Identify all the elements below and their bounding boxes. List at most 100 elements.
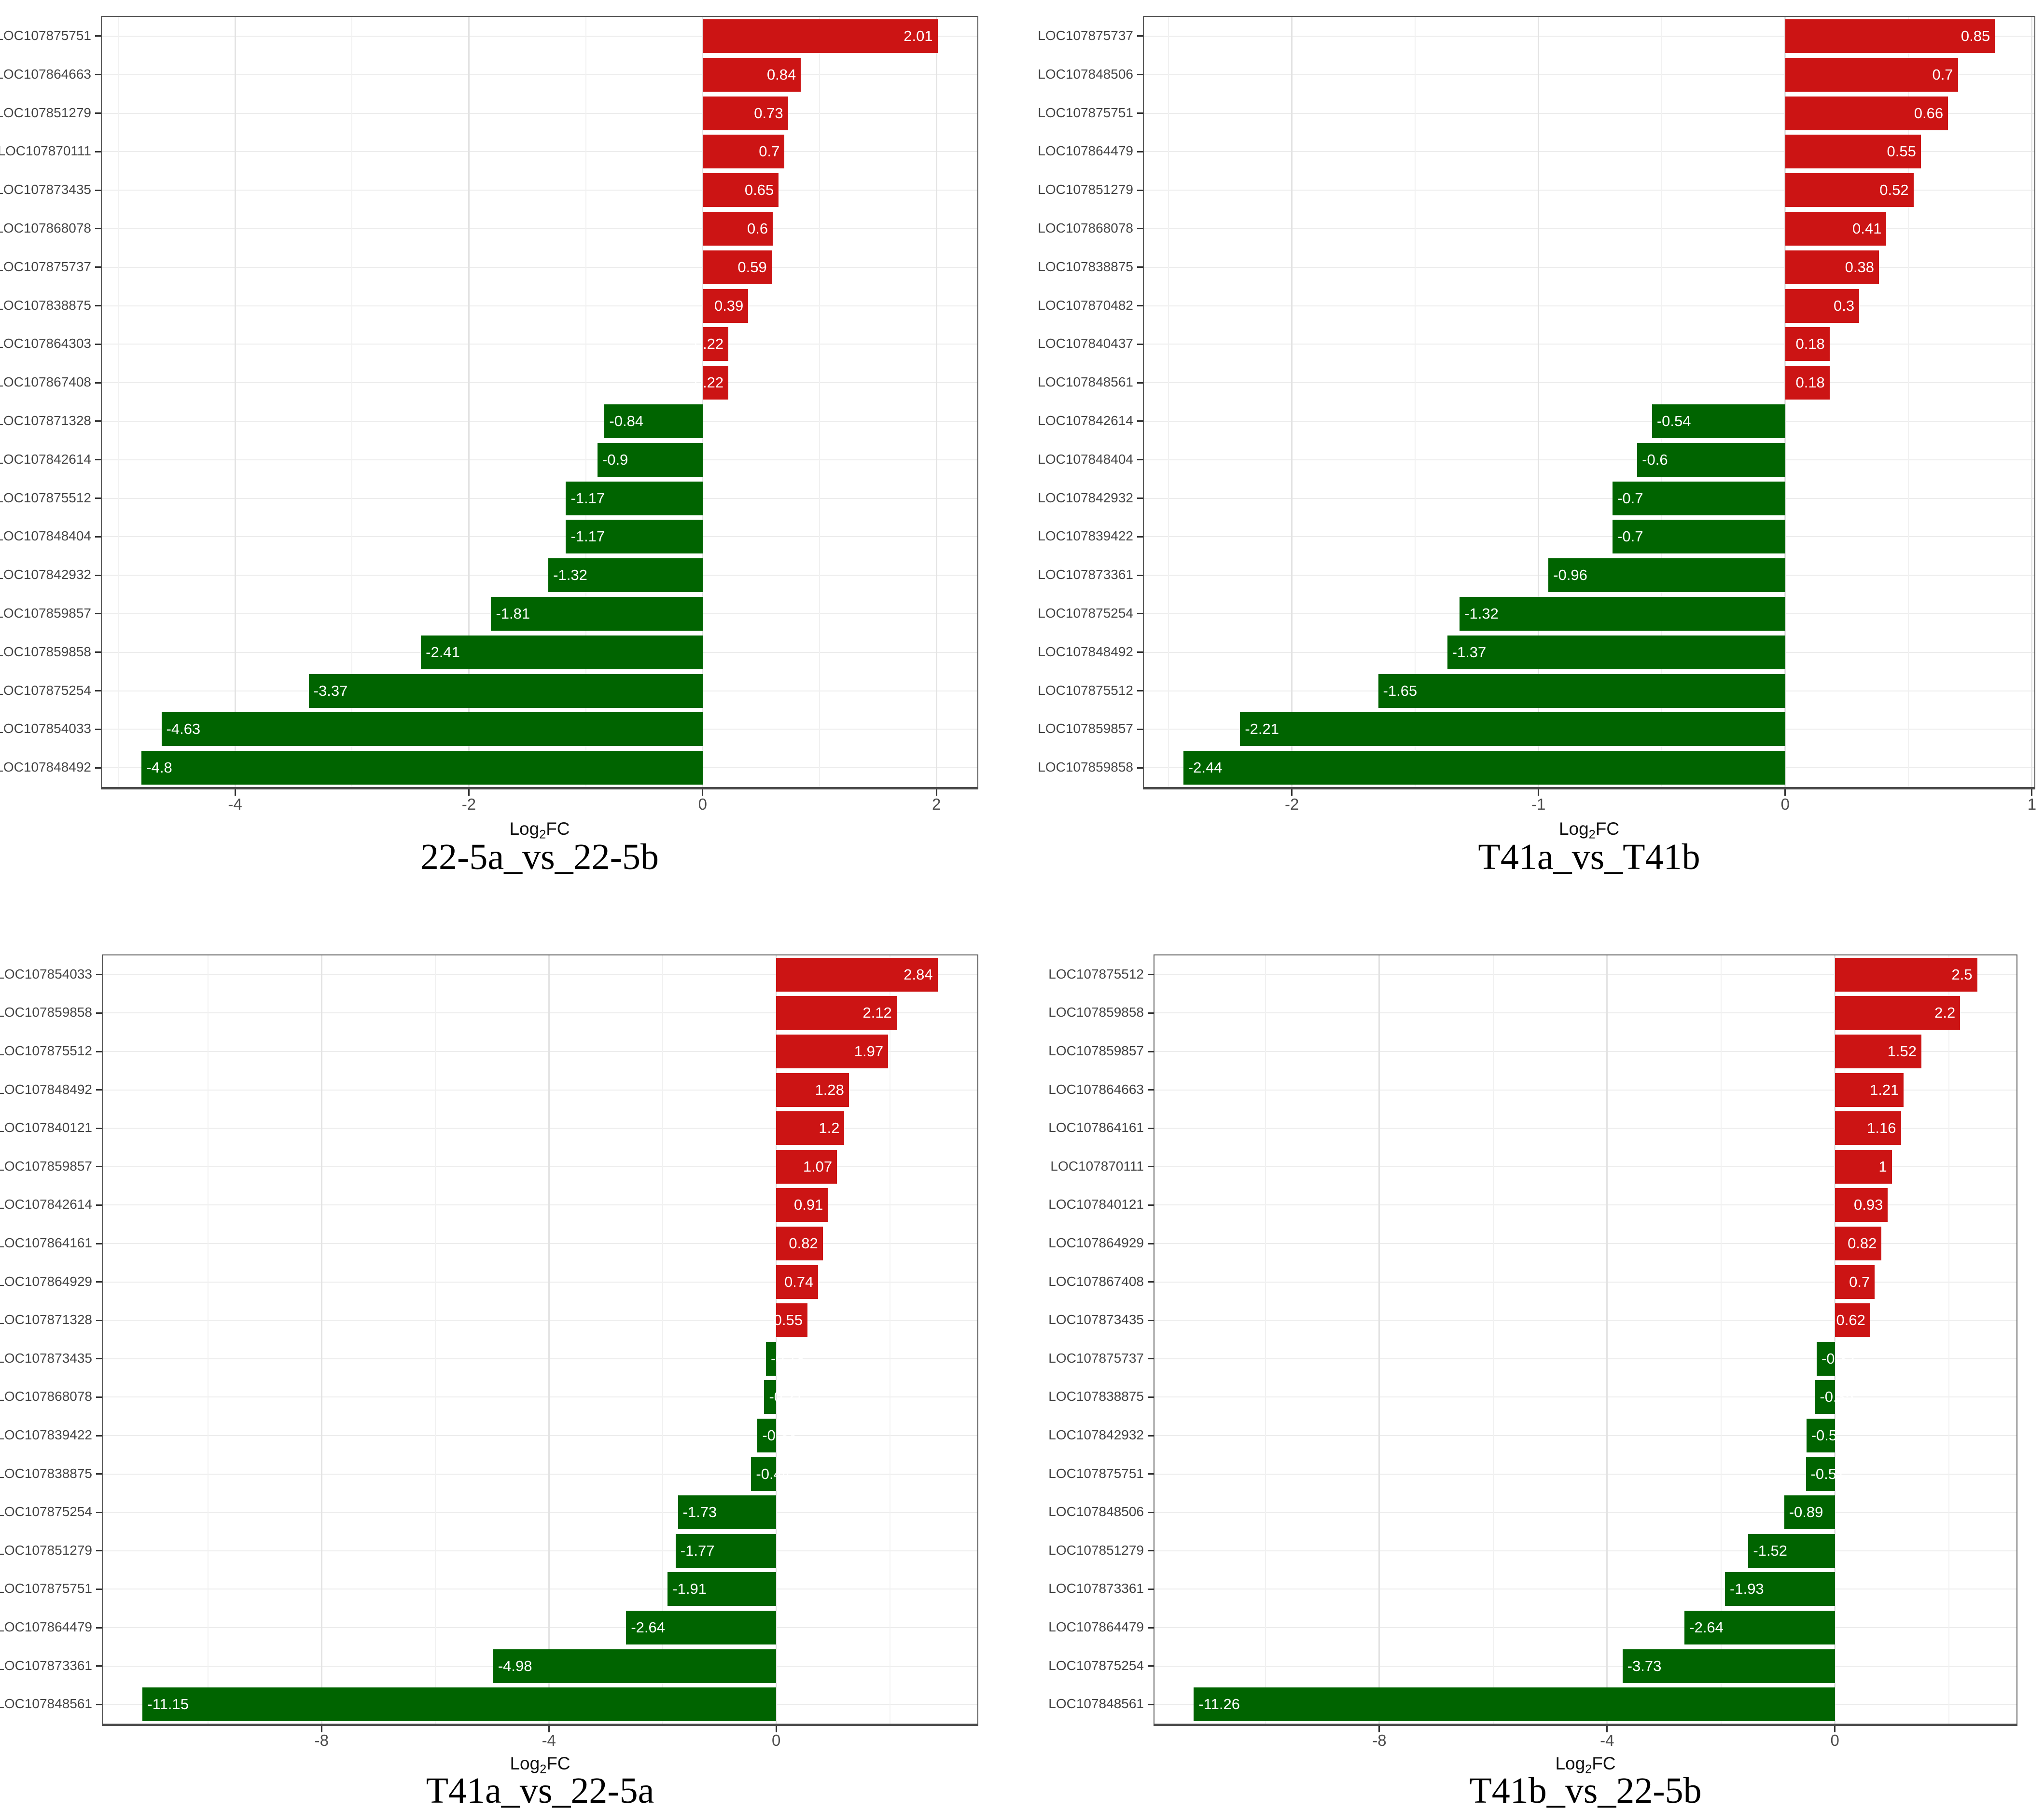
y-tick-mark bbox=[1137, 228, 1143, 230]
x-axis-line bbox=[101, 787, 978, 789]
gridline-horizontal bbox=[1144, 536, 2034, 538]
bar bbox=[667, 1572, 777, 1606]
bar bbox=[1785, 173, 1914, 207]
y-tick-mark bbox=[1148, 1703, 1154, 1705]
gridline-vertical-minor bbox=[207, 955, 209, 1724]
bar-value-label: 0.22 bbox=[694, 374, 724, 391]
bar-value-label: 1.07 bbox=[803, 1158, 833, 1175]
gridline-horizontal bbox=[102, 74, 977, 75]
bar-value-label: 0.38 bbox=[1845, 258, 1875, 276]
category-label: LOC107842932 bbox=[0, 567, 91, 582]
bar-value-label: -2.41 bbox=[426, 643, 460, 661]
y-tick-mark bbox=[1148, 1319, 1154, 1321]
gridline-horizontal bbox=[103, 1358, 977, 1359]
bar bbox=[1835, 1111, 1901, 1146]
gridline-vertical-minor bbox=[434, 955, 436, 1724]
category-label: LOC107871328 bbox=[0, 1312, 92, 1327]
gridline-horizontal bbox=[102, 151, 977, 152]
category-label: LOC107859857 bbox=[0, 605, 91, 621]
bar bbox=[1835, 1188, 1888, 1222]
bar-value-label: 0.85 bbox=[1961, 27, 1990, 44]
gridline-horizontal bbox=[1144, 305, 2034, 306]
gridline-horizontal bbox=[1154, 1089, 2016, 1091]
bar-value-label: 0.6 bbox=[747, 220, 768, 237]
x-tick-mark bbox=[775, 1726, 777, 1732]
y-tick-mark bbox=[1137, 767, 1143, 769]
bar-value-label: -1.17 bbox=[570, 489, 605, 507]
category-label: LOC107859857 bbox=[1038, 721, 1133, 736]
category-label: LOC107859857 bbox=[0, 1158, 92, 1174]
y-tick-mark bbox=[96, 1473, 102, 1475]
bar bbox=[1378, 674, 1785, 708]
y-tick-mark bbox=[96, 974, 102, 976]
bar bbox=[1725, 1572, 1835, 1606]
gridline-horizontal bbox=[102, 382, 977, 384]
bar bbox=[141, 751, 703, 785]
y-tick-mark bbox=[96, 1281, 102, 1283]
x-tick-label: 0 bbox=[1780, 795, 1790, 813]
bar-value-label: 0.22 bbox=[694, 335, 724, 353]
x-tick-mark bbox=[1291, 789, 1293, 796]
bar-value-label: -1.32 bbox=[1464, 605, 1499, 622]
y-tick-mark bbox=[96, 1243, 102, 1244]
category-label: LOC107840121 bbox=[0, 1120, 92, 1135]
bar bbox=[702, 135, 785, 169]
y-tick-mark bbox=[95, 497, 101, 499]
y-tick-mark bbox=[1148, 1243, 1154, 1244]
category-label: LOC107875512 bbox=[0, 490, 91, 505]
y-tick-mark bbox=[95, 613, 101, 615]
bar bbox=[1816, 1341, 1835, 1376]
gridline-horizontal bbox=[102, 497, 977, 499]
bar bbox=[1835, 1303, 1870, 1338]
category-label: LOC107873435 bbox=[0, 182, 91, 197]
bar bbox=[1622, 1649, 1835, 1683]
gridline-vertical-minor bbox=[351, 17, 353, 787]
category-label: LOC107864929 bbox=[1048, 1235, 1144, 1250]
category-label: LOC107848492 bbox=[0, 760, 91, 775]
bar-value-label: 1 bbox=[1878, 1158, 1887, 1175]
y-tick-mark bbox=[1137, 151, 1143, 152]
bar-value-label: 0.7 bbox=[1932, 66, 1953, 83]
chart-title: 22-5a_vs_22-5b bbox=[420, 837, 659, 877]
bar-value-label: -0.89 bbox=[1789, 1504, 1823, 1521]
category-label: LOC107875254 bbox=[0, 682, 91, 698]
bar bbox=[702, 173, 779, 207]
bar-value-label: -4.63 bbox=[166, 720, 201, 738]
x-tick-label: -4 bbox=[542, 1731, 556, 1749]
x-tick-mark bbox=[1834, 1726, 1836, 1732]
bar bbox=[493, 1649, 777, 1683]
category-label: LOC107839422 bbox=[1038, 528, 1133, 544]
bar bbox=[1806, 1419, 1835, 1452]
gridline-vertical-minor bbox=[1415, 17, 1416, 787]
category-label: LOC107848404 bbox=[0, 528, 91, 544]
category-label: LOC107839422 bbox=[0, 1427, 92, 1442]
category-label: LOC107875737 bbox=[1048, 1350, 1144, 1366]
y-tick-mark bbox=[1137, 536, 1143, 538]
gridline-horizontal bbox=[102, 536, 977, 538]
category-label: LOC107842614 bbox=[0, 451, 91, 467]
gridline-horizontal bbox=[102, 35, 977, 37]
category-label: LOC107848506 bbox=[1038, 66, 1133, 82]
y-tick-mark bbox=[1148, 974, 1154, 976]
gridline-horizontal bbox=[103, 1051, 977, 1052]
category-label: LOC107875254 bbox=[1038, 605, 1133, 621]
y-tick-mark bbox=[1137, 74, 1143, 76]
bar bbox=[776, 996, 897, 1030]
gridline-horizontal bbox=[103, 1281, 977, 1283]
category-label: LOC107870482 bbox=[1038, 297, 1133, 313]
y-tick-mark bbox=[96, 1703, 102, 1705]
x-axis-label-subscript: 2 bbox=[1585, 1762, 1592, 1776]
gridline-horizontal bbox=[1154, 1281, 2016, 1283]
x-tick-mark bbox=[234, 789, 236, 796]
y-tick-mark bbox=[96, 1127, 102, 1129]
bar-value-label: -3.37 bbox=[313, 682, 348, 699]
gridline-horizontal bbox=[102, 112, 977, 114]
bar-value-label: -1.65 bbox=[1383, 682, 1418, 699]
gridline-horizontal bbox=[1154, 1435, 2016, 1436]
gridline-vertical-major bbox=[320, 955, 322, 1724]
gridline-vertical-major bbox=[1784, 17, 1786, 787]
gridline-horizontal bbox=[102, 420, 977, 422]
bar bbox=[491, 596, 703, 631]
bar-value-label: -0.35 bbox=[1820, 1388, 1854, 1406]
